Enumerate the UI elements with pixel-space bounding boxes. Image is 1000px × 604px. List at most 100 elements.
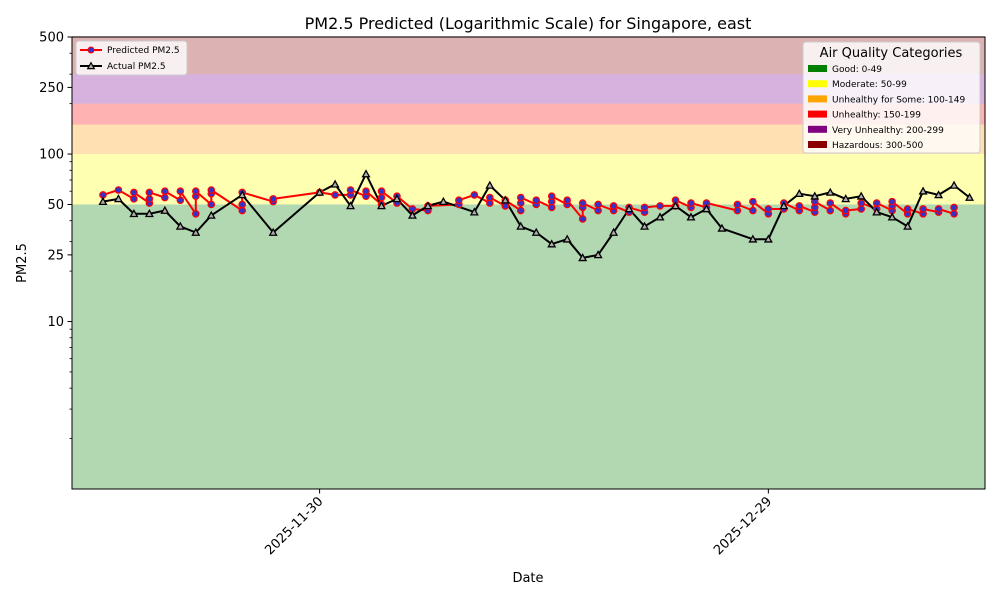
actual-point-32 bbox=[671, 201, 681, 210]
actual-point-50 bbox=[965, 192, 975, 201]
actual-point-33 bbox=[686, 212, 696, 221]
predicted-point-100 bbox=[934, 205, 943, 213]
actual-point-11 bbox=[330, 179, 340, 188]
x-axis: 2025-11-30 2025-12-29 bbox=[262, 489, 775, 558]
series-legend-box bbox=[75, 40, 188, 76]
predicted-point-57 bbox=[594, 200, 602, 209]
predicted-point-64 bbox=[656, 202, 664, 210]
predicted-point-89 bbox=[857, 199, 866, 207]
category-swatch-0 bbox=[808, 65, 827, 72]
series-markers bbox=[98, 169, 975, 262]
y-tick-label-4: 250 bbox=[39, 81, 64, 96]
predicted-point-52 bbox=[563, 196, 571, 205]
predicted-point-37 bbox=[455, 196, 463, 205]
actual-point-17 bbox=[423, 201, 433, 210]
actual-point-5 bbox=[175, 221, 185, 230]
actual-point-23 bbox=[531, 227, 541, 236]
predicted-point-13 bbox=[191, 187, 200, 196]
actual-point-35 bbox=[717, 223, 727, 232]
predicted-point-53 bbox=[578, 215, 587, 223]
actual-point-38 bbox=[779, 201, 789, 210]
actual-point-14 bbox=[376, 201, 386, 210]
predicted-point-63 bbox=[640, 203, 649, 212]
category-legend: Air Quality Categories Good: 0-49 Moderate… bbox=[802, 41, 981, 154]
predicted-point-85 bbox=[826, 199, 835, 207]
actual-point-41 bbox=[825, 187, 835, 196]
actual-point-4 bbox=[160, 205, 170, 214]
actual-point-7 bbox=[206, 210, 216, 219]
predicted-point-14 bbox=[207, 200, 216, 209]
predicted-point-45 bbox=[516, 193, 525, 202]
actual-point-48 bbox=[934, 190, 944, 199]
predicted-point-6 bbox=[145, 188, 154, 197]
category-swatch-1 bbox=[808, 80, 827, 88]
actual-point-37 bbox=[763, 234, 773, 243]
actual-point-25 bbox=[562, 234, 572, 243]
series-legend-marker-0 bbox=[87, 46, 95, 54]
actual-point-31 bbox=[655, 212, 665, 221]
predicted-point-71 bbox=[733, 206, 742, 215]
predicted-point-50 bbox=[547, 192, 556, 201]
actual-point-44 bbox=[872, 207, 882, 216]
predicted-point-38 bbox=[470, 191, 479, 199]
y-axis-label: PM2.5 bbox=[15, 243, 30, 283]
predicted-point-23 bbox=[331, 191, 339, 199]
predicted-point-96 bbox=[903, 205, 912, 213]
y-tick-label-0: 10 bbox=[47, 315, 64, 330]
actual-point-24 bbox=[547, 239, 557, 248]
actual-point-47 bbox=[918, 186, 928, 195]
category-swatch-3 bbox=[808, 110, 827, 118]
actual-point-46 bbox=[903, 221, 913, 230]
x-tick-label-1: 2025-12-29 bbox=[711, 494, 775, 558]
category-legend-title: Air Quality Categories bbox=[820, 46, 963, 61]
category-swatch-2 bbox=[808, 95, 827, 103]
y-tick-label-1: 25 bbox=[47, 248, 64, 263]
predicted-point-68 bbox=[687, 199, 695, 207]
predicted-point-30 bbox=[377, 187, 386, 196]
predicted-point-84 bbox=[826, 206, 835, 215]
y-tick-label-2: 50 bbox=[47, 198, 64, 213]
predicted-point-94 bbox=[888, 197, 896, 206]
actual-point-34 bbox=[701, 204, 711, 213]
plot-frame bbox=[71, 36, 986, 490]
predicted-point-3 bbox=[130, 188, 138, 197]
actual-point-30 bbox=[640, 221, 650, 230]
series-legend-label-1: Actual PM2.5 bbox=[107, 62, 166, 72]
predicted-point-101 bbox=[950, 209, 958, 218]
chart-title: PM2.5 Predicted (Logarithmic Scale) for … bbox=[305, 14, 752, 33]
predicted-point-98 bbox=[919, 205, 927, 213]
predicted-point-73 bbox=[749, 206, 757, 215]
actual-point-28 bbox=[609, 227, 619, 236]
actual-point-36 bbox=[748, 234, 758, 243]
predicted-point-80 bbox=[795, 202, 804, 210]
predicted-point-56 bbox=[594, 206, 602, 215]
actual-point-16 bbox=[407, 210, 417, 219]
category-legend-box bbox=[802, 41, 981, 154]
category-label-3: Unhealthy: 150-199 bbox=[832, 111, 921, 121]
actual-point-19 bbox=[469, 207, 479, 216]
actual-point-27 bbox=[593, 250, 603, 259]
predicted-point-9 bbox=[176, 196, 185, 205]
actual-point-1 bbox=[113, 194, 123, 203]
actual-point-10 bbox=[315, 187, 325, 196]
y-tick-label-3: 100 bbox=[39, 148, 64, 163]
actual-point-6 bbox=[191, 227, 201, 236]
predicted-point-55 bbox=[578, 199, 587, 207]
predicted-point-87 bbox=[841, 206, 850, 215]
y-axis: 10 25 50 100 250 500 bbox=[39, 31, 72, 439]
predicted-point-40 bbox=[486, 193, 494, 202]
predicted-point-18 bbox=[238, 200, 247, 209]
band-1 bbox=[72, 154, 985, 205]
predicted-point-17 bbox=[238, 206, 247, 215]
predicted-point-8 bbox=[161, 187, 169, 196]
predicted-point-91 bbox=[872, 199, 881, 207]
actual-point-40 bbox=[810, 191, 820, 200]
predicted-point-47 bbox=[532, 196, 541, 205]
predicted-point-74 bbox=[749, 197, 757, 206]
y-tick-label-5: 500 bbox=[39, 31, 64, 46]
band-0 bbox=[72, 204, 985, 489]
actual-point-8 bbox=[237, 190, 247, 199]
predicted-point-21 bbox=[269, 195, 277, 203]
category-label-4: Very Unhealthy: 200-299 bbox=[832, 126, 944, 136]
